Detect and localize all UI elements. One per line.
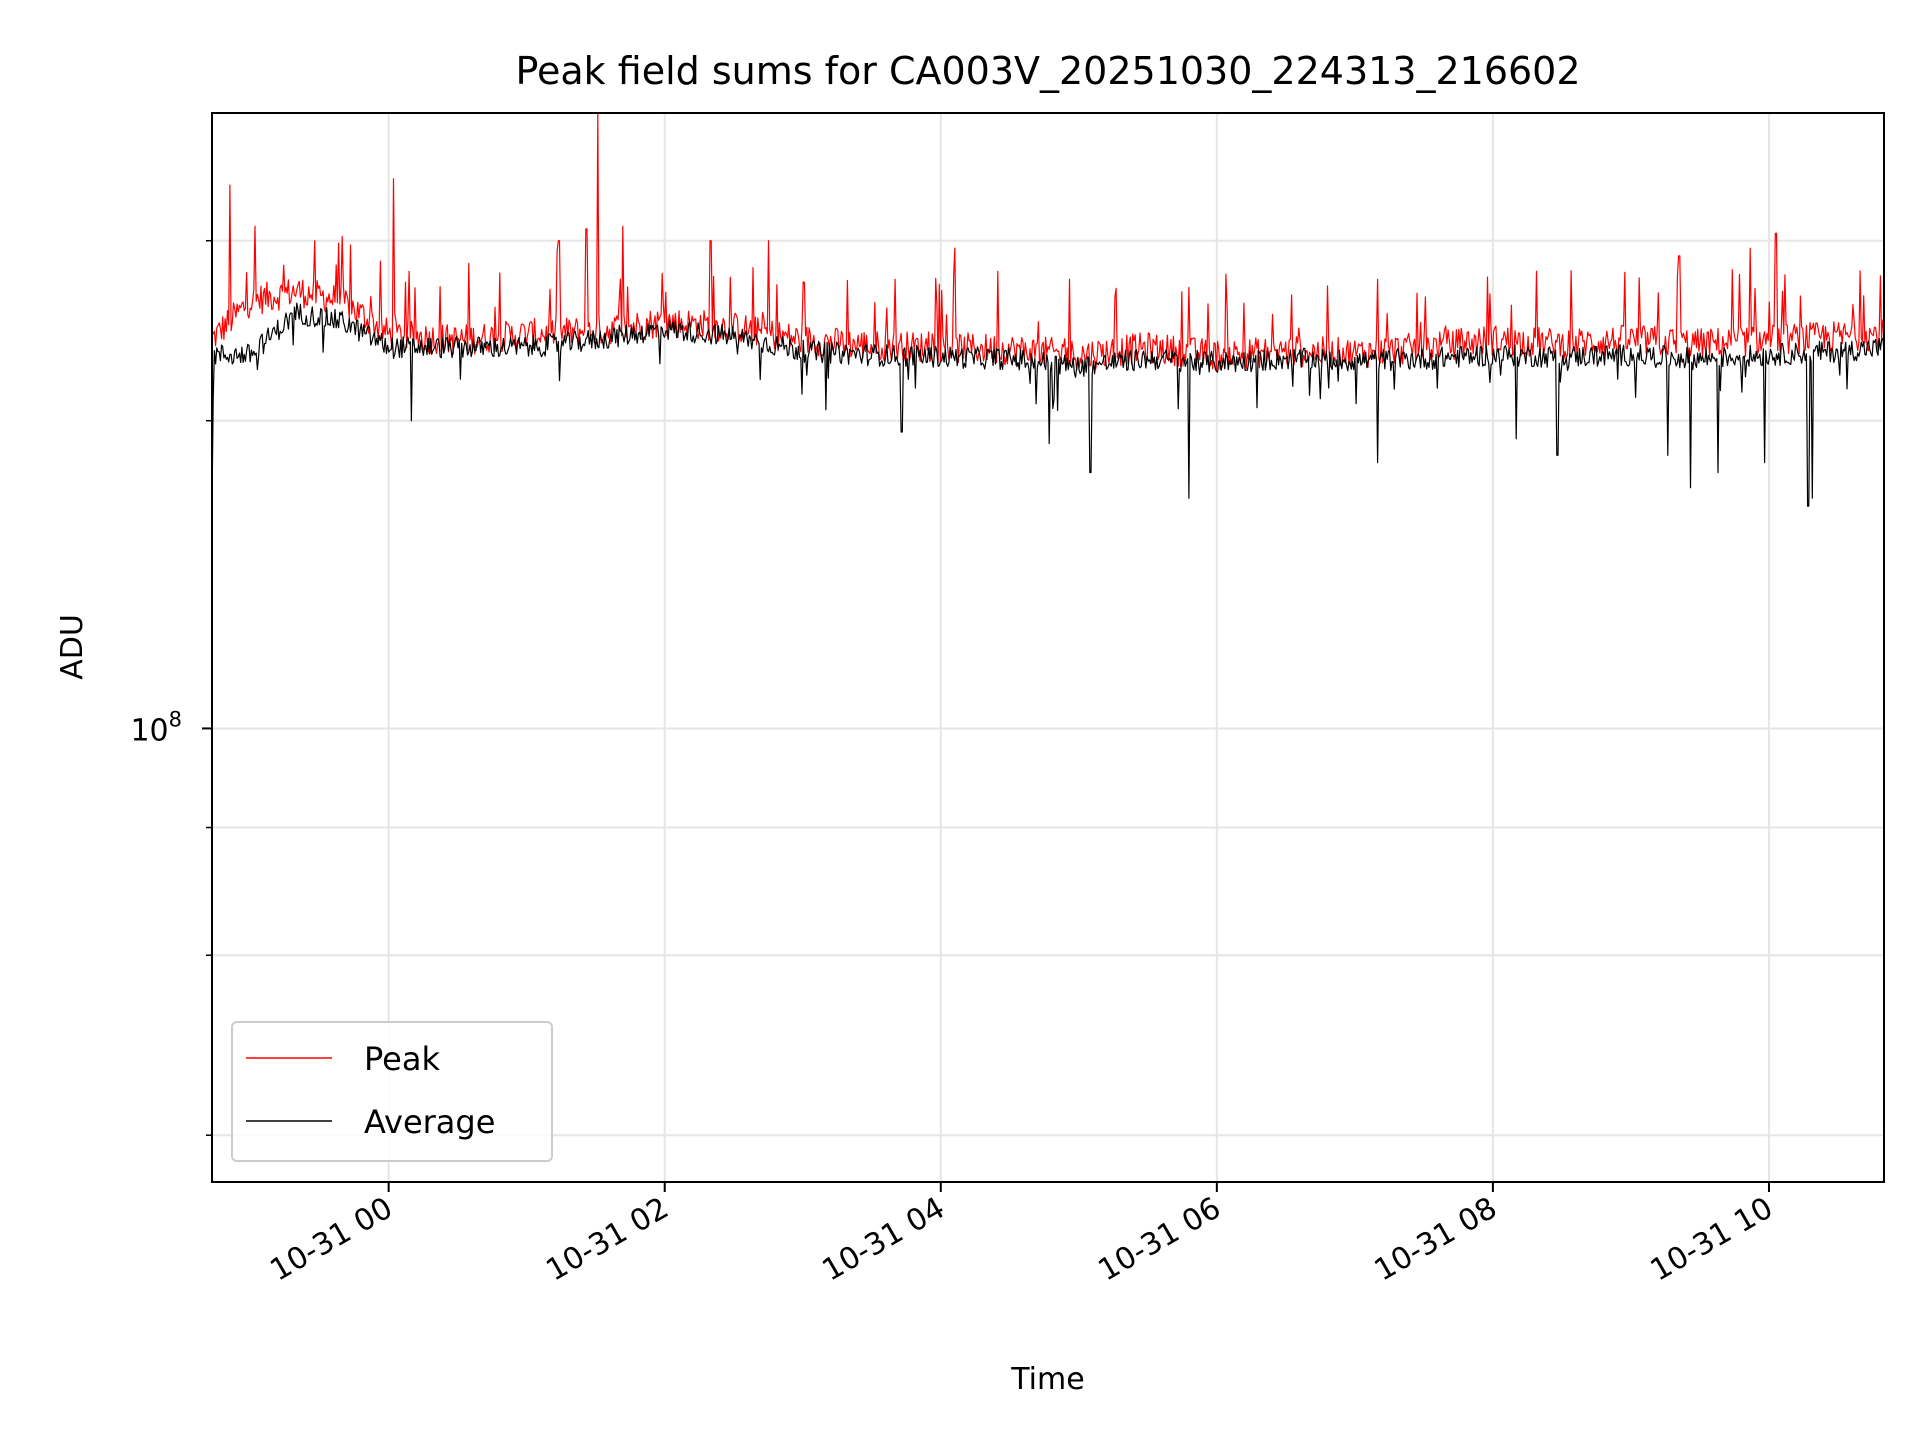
legend-box <box>231 1021 553 1162</box>
plot-area-frame <box>211 112 1885 1183</box>
x-axis-label: Time <box>1010 1362 1084 1397</box>
legend-label-average: Average <box>364 1103 495 1141</box>
legend-label-peak: Peak <box>364 1040 440 1078</box>
y-axis-label: ADU <box>55 614 90 680</box>
chart-title: Peak field sums for CA003V_20251030_2243… <box>515 49 1580 93</box>
series-line-peak <box>211 112 1885 371</box>
y-tick-label: 108 <box>130 707 182 748</box>
legend: Peak Average <box>231 1021 553 1162</box>
series-line-average <box>211 302 1885 507</box>
series-layer <box>211 112 1885 507</box>
grid-lines <box>212 113 1884 1182</box>
